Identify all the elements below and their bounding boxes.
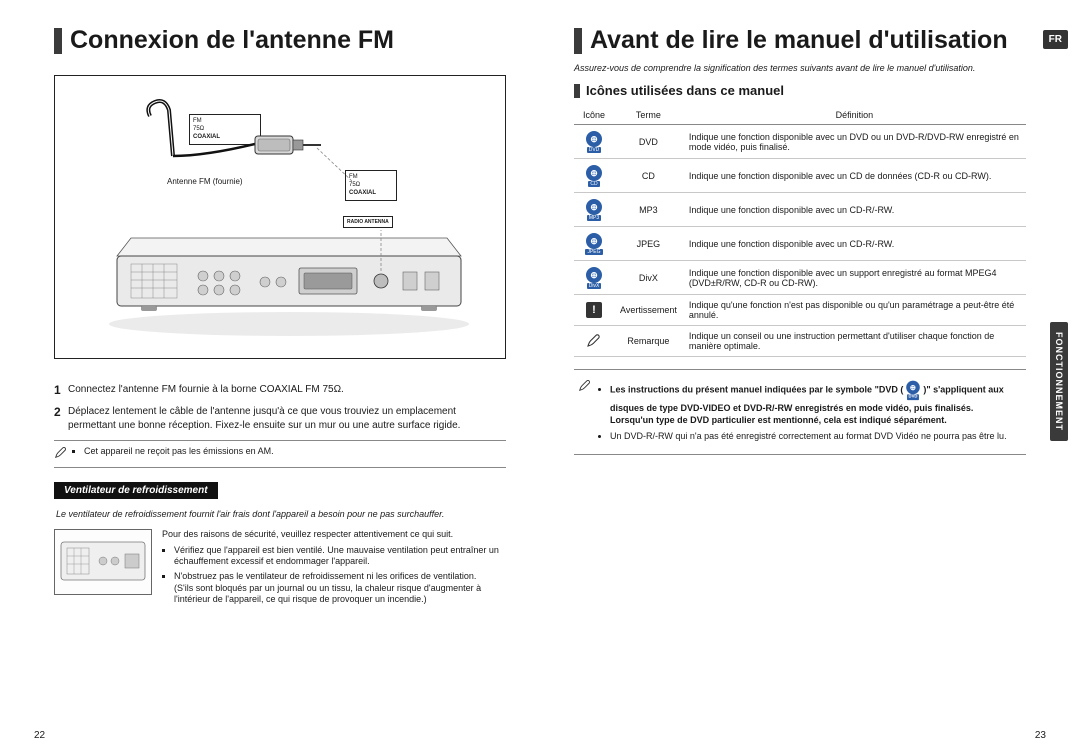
divider: [54, 440, 506, 441]
term-cell: DVD: [614, 125, 683, 159]
table-row: ! AvertissementIndique qu'une fonction n'…: [574, 295, 1026, 326]
title-accent-bar: [54, 28, 62, 54]
step-number: 2: [54, 405, 68, 432]
icons-subsection-title-text: Icônes utilisées dans ce manuel: [586, 83, 784, 98]
step-number: 1: [54, 383, 68, 397]
icon-cell: ⊕DVD: [574, 125, 614, 159]
dvd-note-box: Les instructions du présent manuel indiq…: [574, 369, 1026, 455]
disc-icon: ⊕JPEG: [585, 232, 603, 255]
port-label-line: COAXIAL: [349, 190, 393, 198]
icons-subsection-title: Icônes utilisées dans ce manuel: [574, 83, 1026, 98]
divider: [54, 467, 506, 468]
icon-cell: ⊕DivX: [574, 261, 614, 295]
term-cell: CD: [614, 159, 683, 193]
definition-cell: Indique une fonction disponible avec un …: [683, 125, 1026, 159]
section-side-tab: FONCTIONNEMENT: [1050, 322, 1068, 441]
term-cell: DivX: [614, 261, 683, 295]
page-number-left: 22: [34, 730, 45, 741]
term-cell: Avertissement: [614, 295, 683, 326]
disc-icon: ⊕DivX: [585, 266, 603, 289]
table-row: ⊕MP3 MP3Indique une fonction disponible a…: [574, 193, 1026, 227]
am-note: Cet appareil ne reçoit pas les émissions…: [54, 445, 506, 461]
page-left: Connexion de l'antenne FM FM 75Ω COAXIAL: [0, 0, 540, 753]
table-row: RemarqueIndique un conseil ou une instru…: [574, 326, 1026, 357]
fan-row: Pour des raisons de sécurité, veuillez r…: [54, 529, 506, 609]
port-label-line: 75Ω: [349, 182, 393, 190]
right-section-title: Avant de lire le manuel d'utilisation: [574, 26, 1026, 55]
pencil-note-icon: [54, 445, 72, 461]
definition-cell: Indique une fonction disponible avec un …: [683, 159, 1026, 193]
port-label-box-lower: FM 75Ω COAXIAL: [345, 170, 397, 201]
fan-thumbnail: [54, 529, 152, 595]
connection-steps: 1 Connectez l'antenne FM fournie à la bo…: [54, 383, 506, 432]
disc-icon: ⊕MP3: [585, 198, 603, 221]
definition-cell: Indique une fonction disponible avec un …: [683, 193, 1026, 227]
step-text: Déplacez lentement le câble de l'antenne…: [68, 405, 506, 432]
warning-icon: !: [586, 302, 602, 318]
fan-subheader: Ventilateur de refroidissement: [54, 482, 218, 499]
fan-lead: Pour des raisons de sécurité, veuillez r…: [162, 529, 506, 541]
definition-cell: Indique une fonction disponible avec un …: [683, 261, 1026, 295]
step-row: 2 Déplacez lentement le câble de l'anten…: [54, 405, 506, 432]
antenna-caption: Antenne FM (fournie): [167, 177, 243, 186]
table-row: ⊕DivX DivXIndique une fonction disponible…: [574, 261, 1026, 295]
fm-antenna-diagram: FM 75Ω COAXIAL Antenne FM (fournie: [54, 75, 506, 359]
definition-cell: Indique qu'une fonction n'est pas dispon…: [683, 295, 1026, 326]
term-cell: JPEG: [614, 227, 683, 261]
am-note-text: Cet appareil ne reçoit pas les émissions…: [84, 446, 274, 458]
pencil-note-icon: [586, 340, 602, 350]
step-row: 1 Connectez l'antenne FM fournie à la bo…: [54, 383, 506, 397]
device-rear-svg: [91, 226, 471, 346]
disc-icon: ⊕CD: [585, 164, 603, 187]
fan-bullet: Vérifiez que l'appareil est bien ventilé…: [174, 545, 506, 568]
right-section-title-text: Avant de lire le manuel d'utilisation: [590, 26, 1008, 55]
disc-icon: ⊕DVD: [906, 380, 921, 400]
notebox-bullet: Les instructions du présent manuel indiq…: [610, 378, 1022, 426]
icon-cell: !: [574, 295, 614, 326]
subtitle-accent-bar: [574, 84, 580, 98]
definition-cell: Indique une fonction disponible avec un …: [683, 227, 1026, 261]
notebox-bullet: Un DVD-R/-RW qui n'a pas été enregistré …: [610, 430, 1022, 442]
left-section-title-text: Connexion de l'antenne FM: [70, 26, 394, 55]
icon-cell: [574, 326, 614, 357]
icons-table: Icône Terme Définition ⊕DVDDVDIndique un…: [574, 106, 1026, 357]
manual-spread: Connexion de l'antenne FM FM 75Ω COAXIAL: [0, 0, 1080, 753]
table-row: ⊕JPEG JPEGIndique une fonction disponible…: [574, 227, 1026, 261]
th-def: Définition: [683, 106, 1026, 125]
icon-cell: ⊕JPEG: [574, 227, 614, 261]
table-header-row: Icône Terme Définition: [574, 106, 1026, 125]
fan-intro-italic: Le ventilateur de refroidissement fourni…: [56, 509, 506, 519]
fan-bullet: N'obstruez pas le ventilateur de refroid…: [174, 571, 506, 606]
term-cell: MP3: [614, 193, 683, 227]
th-icon: Icône: [574, 106, 614, 125]
icon-cell: ⊕CD: [574, 159, 614, 193]
right-intro-italic: Assurez-vous de comprendre la significat…: [574, 63, 1026, 73]
th-term: Terme: [614, 106, 683, 125]
step-text: Connectez l'antenne FM fournie à la born…: [68, 383, 344, 397]
term-cell: Remarque: [614, 326, 683, 357]
port-label-line: FM: [349, 174, 393, 182]
language-badge: FR: [1043, 30, 1068, 49]
table-row: ⊕CD CDIndique une fonction disponible ave…: [574, 159, 1026, 193]
page-right: FR FONCTIONNEMENT Avant de lire le manue…: [540, 0, 1080, 753]
definition-cell: Indique un conseil ou une instruction pe…: [683, 326, 1026, 357]
pencil-note-icon: [578, 378, 596, 394]
icon-cell: ⊕MP3: [574, 193, 614, 227]
title-accent-bar: [574, 28, 582, 54]
disc-icon: ⊕DVD: [585, 130, 603, 153]
table-row: ⊕DVD DVDIndique une fonction disponible a…: [574, 125, 1026, 159]
fan-text-block: Pour des raisons de sécurité, veuillez r…: [162, 529, 506, 609]
left-section-title: Connexion de l'antenne FM: [54, 26, 506, 55]
page-number-right: 23: [1035, 730, 1046, 741]
